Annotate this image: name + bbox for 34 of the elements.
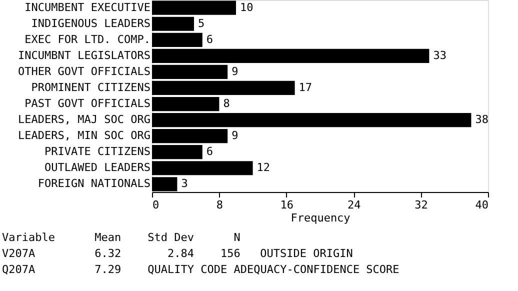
x-tick-label: 24 <box>347 198 362 212</box>
x-tick-label: 16 <box>280 198 294 212</box>
data-label: 38 <box>475 113 488 126</box>
data-label: 5 <box>198 16 205 30</box>
y-tick-label: PAST GOVT OFFICIALS <box>24 97 150 110</box>
x-axis-title: Frequency <box>290 212 351 224</box>
y-tick-label: INCUMBNT LEGISLATORS <box>18 48 150 62</box>
y-tick-label: LEADERS, MAJ SOC ORG <box>18 113 150 126</box>
text: Variable Mean Std Dev N <box>2 231 240 244</box>
y-tick-label: PRIVATE CITIZENS <box>44 145 150 158</box>
data-label: 9 <box>232 64 238 78</box>
data-label: 9 <box>232 129 238 142</box>
x-tick-label: 32 <box>414 198 428 212</box>
y-tick-label: INCUMBENT EXECUTIVE <box>24 0 150 14</box>
data-label: 17 <box>298 80 312 94</box>
data-label: 3 <box>181 177 188 190</box>
y-tick-label: FOREIGN NATIONALS <box>38 177 150 190</box>
data-label: 12 <box>256 161 270 174</box>
y-tick-label: EXEC FOR LTD. COMP. <box>24 32 150 46</box>
x-tick-label: 40 <box>475 198 488 212</box>
y-tick-label: LEADERS, MIN SOC ORG <box>18 129 150 142</box>
data-label: 10 <box>240 0 254 14</box>
y-tick-label: PROMINENT CITIZENS <box>31 80 150 94</box>
text: Q207A 7.29 QUALITY CODE ADEQUACY-CONFIDENCE SCORE <box>2 263 400 276</box>
data-label: 33 <box>433 48 446 62</box>
text: V207A 6.32 2.84 156 OUTSIDE ORIGIN <box>2 247 353 260</box>
data-label: 6 <box>206 145 214 158</box>
data-label: 8 <box>223 97 230 110</box>
y-tick-label: OTHER GOVT OFFICIALS <box>18 64 150 78</box>
y-tick-label: OUTLAWED LEADERS <box>44 161 150 174</box>
x-tick-label: 8 <box>216 198 224 212</box>
y-tick-label: INDIGENOUS LEADERS <box>31 16 150 30</box>
data-label: 6 <box>206 32 214 46</box>
x-tick-label: 0 <box>152 198 160 212</box>
